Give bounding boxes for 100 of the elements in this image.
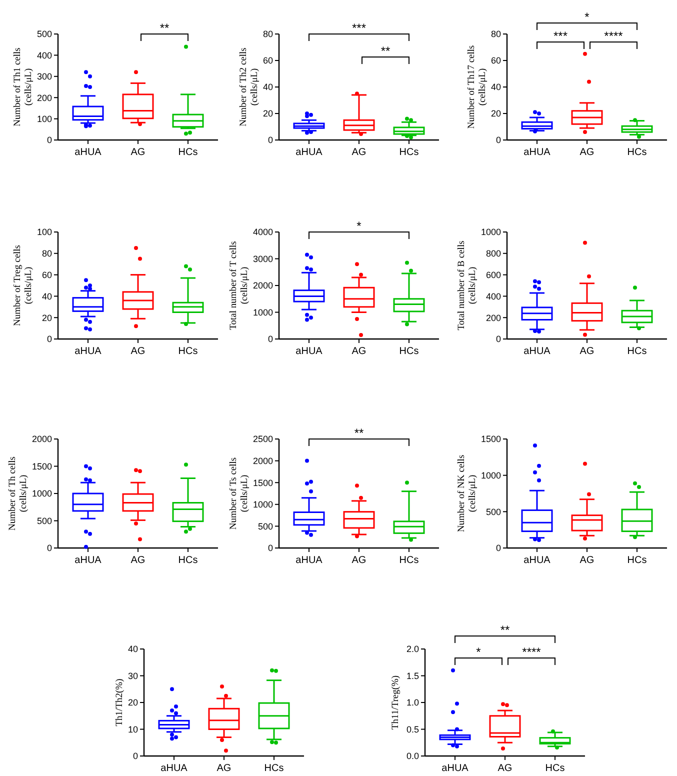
y-tick-label: 60 bbox=[262, 56, 273, 66]
annotation: ** bbox=[160, 21, 170, 35]
x-tick-label: AG bbox=[130, 147, 146, 158]
x-tick-label: AG bbox=[580, 346, 594, 357]
text: ** bbox=[500, 623, 510, 637]
y-tick-label: 0 bbox=[132, 751, 138, 762]
x-tick-label: AG bbox=[352, 555, 366, 566]
y-tick-label: 0 bbox=[496, 334, 501, 344]
y-tick-label: 80 bbox=[262, 29, 273, 40]
y-tick-label: 20 bbox=[490, 108, 501, 119]
x-tick-label: aHUA bbox=[524, 147, 551, 158]
y-tick-label: 500 bbox=[486, 506, 501, 517]
y-tick-label: 20 bbox=[128, 698, 138, 708]
y-tick-label: 500 bbox=[258, 521, 273, 532]
annotation: * bbox=[356, 219, 362, 233]
y-tick-label: 1000 bbox=[32, 488, 52, 499]
y-tick-label: 200 bbox=[36, 92, 52, 103]
x-tick-label: AG bbox=[216, 763, 232, 774]
annotation: **** bbox=[604, 29, 624, 43]
y-tick-label: 80 bbox=[490, 29, 501, 40]
x-tick-label: HCs bbox=[178, 147, 198, 158]
y-tick-label: 300 bbox=[36, 72, 52, 82]
y-axis-title: Th1/Th2(%) bbox=[115, 678, 125, 726]
x-tick-label: HCs bbox=[627, 346, 647, 357]
y-tick-label: 40 bbox=[128, 644, 138, 654]
y-axis-title: Number of Th17 cells (cells/μL) bbox=[467, 44, 488, 129]
x-tick-label: AG bbox=[498, 763, 512, 774]
y-axis-title: Number of NK cells (cells/μL) bbox=[457, 454, 478, 532]
x-tick-label: HCs bbox=[399, 346, 419, 357]
y-tick-label: 1000 bbox=[252, 500, 273, 510]
y-tick-label: 0 bbox=[268, 135, 273, 146]
annotation: *** bbox=[352, 21, 366, 35]
x-tick-label: aHUA bbox=[74, 555, 102, 566]
y-tick-label: 0.5 bbox=[406, 724, 419, 734]
y-tick-label: 0.0 bbox=[406, 751, 419, 762]
y-tick-label: 500 bbox=[36, 516, 52, 526]
x-tick-label: aHUA bbox=[524, 346, 551, 357]
y-axis-title: Number of Ts cells (cells/μL) bbox=[229, 457, 250, 530]
x-tick-label: HCs bbox=[399, 147, 419, 158]
y-tick-label: 80 bbox=[42, 248, 52, 259]
y-tick-label: 10 bbox=[128, 724, 138, 734]
x-tick-label: AG bbox=[352, 147, 366, 158]
y-tick-label: 20 bbox=[42, 312, 52, 323]
x-tick-label: AG bbox=[130, 346, 146, 357]
y-tick-label: 40 bbox=[262, 82, 273, 92]
y-tick-label: 0 bbox=[46, 334, 52, 344]
y-tick-label: 400 bbox=[486, 291, 501, 302]
y-axis-title: Number of Th2 cells (cells/μL) bbox=[239, 47, 260, 126]
y-tick-label: 0 bbox=[268, 334, 273, 344]
x-tick-label: aHUA bbox=[442, 763, 469, 774]
x-tick-label: HCs bbox=[627, 147, 647, 158]
y-tick-label: 1000 bbox=[480, 470, 501, 480]
y-tick-label: 2500 bbox=[252, 434, 273, 444]
y-tick-label: 20 bbox=[262, 108, 273, 119]
x-tick-label: aHUA bbox=[296, 555, 323, 566]
y-tick-label: 2000 bbox=[32, 434, 52, 444]
y-tick-label: 1000 bbox=[252, 307, 273, 318]
y-tick-label: 1500 bbox=[252, 478, 273, 488]
x-tick-label: AG bbox=[580, 147, 594, 158]
y-tick-label: 0 bbox=[496, 543, 501, 554]
y-tick-label: 0 bbox=[268, 543, 273, 554]
y-tick-label: 30 bbox=[128, 670, 138, 681]
x-tick-label: aHUA bbox=[296, 346, 323, 357]
x-tick-label: AG bbox=[580, 555, 594, 566]
x-tick-label: AG bbox=[130, 555, 146, 566]
annotation: * bbox=[476, 645, 482, 659]
x-tick-label: HCs bbox=[178, 555, 198, 566]
y-tick-label: 0 bbox=[496, 135, 501, 146]
annotation: *** bbox=[553, 29, 568, 43]
y-tick-label: 1000 bbox=[480, 227, 501, 238]
y-tick-label: 60 bbox=[42, 270, 52, 280]
x-tick-label: aHUA bbox=[160, 763, 188, 774]
x-tick-label: HCs bbox=[178, 346, 198, 357]
y-tick-label: 1.0 bbox=[406, 698, 419, 708]
y-axis-title: Th11/Treg(%) bbox=[391, 675, 401, 730]
annotation: ** bbox=[354, 426, 364, 440]
y-tick-label: 0 bbox=[46, 543, 52, 554]
x-tick-label: aHUA bbox=[74, 147, 102, 158]
y-axis-title: Number of Treg cells (cells/μL) bbox=[13, 244, 34, 326]
y-tick-label: 100 bbox=[36, 114, 52, 124]
y-axis-title: Number of Th cells (cells/μL) bbox=[8, 456, 29, 530]
y-tick-label: 1500 bbox=[32, 461, 52, 472]
y-axis-title: Number of Th1 cells (cells/μL) bbox=[13, 47, 34, 126]
x-tick-label: aHUA bbox=[296, 147, 323, 158]
y-tick-label: 1.5 bbox=[406, 670, 419, 681]
y-tick-label: 4000 bbox=[252, 227, 273, 238]
y-tick-label: 0 bbox=[46, 135, 52, 146]
annotation: **** bbox=[522, 645, 542, 659]
y-tick-label: 40 bbox=[490, 82, 501, 92]
y-tick-label: 500 bbox=[36, 29, 52, 40]
y-tick-label: 3000 bbox=[252, 254, 273, 264]
y-axis-title: Total number of T cells (cells/μL) bbox=[229, 240, 250, 330]
y-tick-label: 40 bbox=[42, 291, 52, 302]
text: * bbox=[584, 10, 590, 24]
y-tick-label: 2.0 bbox=[406, 644, 419, 654]
y-tick-label: 600 bbox=[486, 270, 501, 280]
x-tick-label: aHUA bbox=[74, 346, 102, 357]
x-tick-label: HCs bbox=[545, 763, 565, 774]
y-tick-label: 800 bbox=[486, 248, 501, 259]
x-tick-label: HCs bbox=[399, 555, 419, 566]
